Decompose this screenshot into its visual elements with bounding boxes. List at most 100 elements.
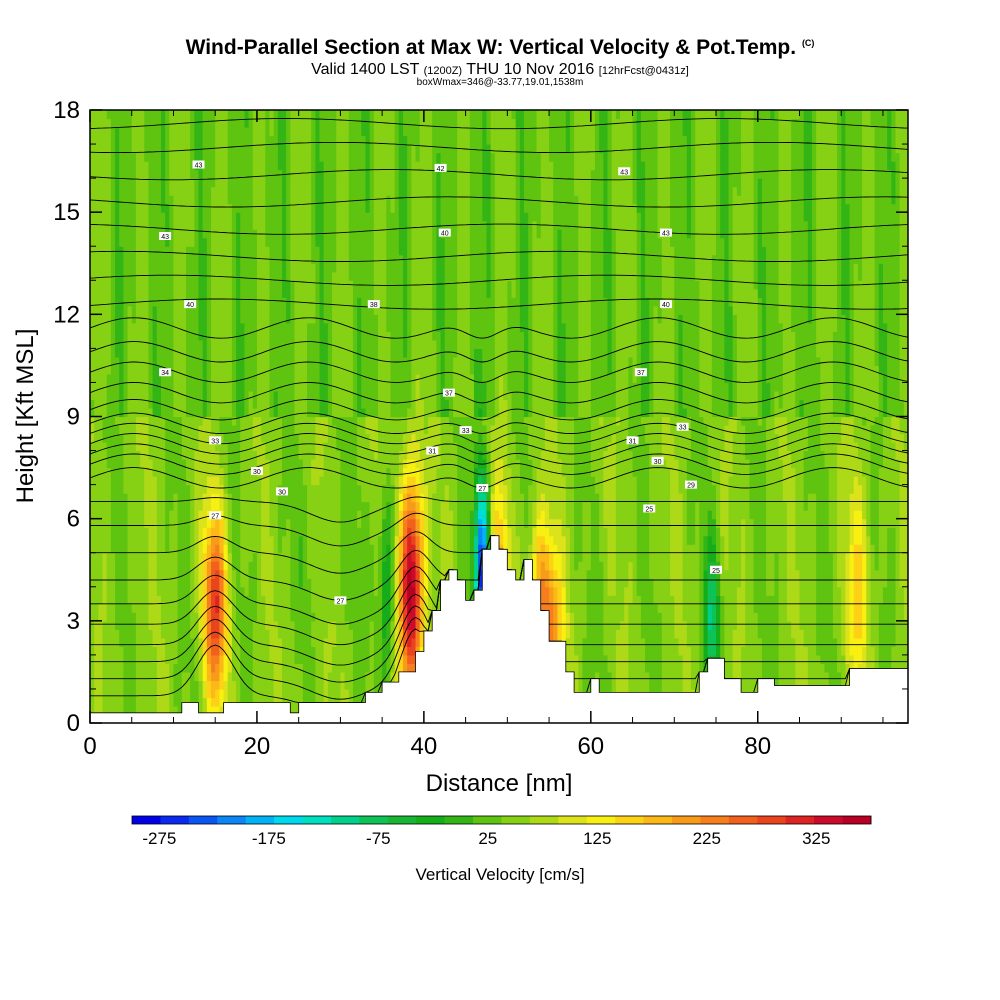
field-cell bbox=[106, 603, 112, 613]
field-cell bbox=[248, 322, 254, 332]
field-cell bbox=[169, 527, 175, 537]
field-cell bbox=[286, 331, 291, 341]
field-cell bbox=[194, 118, 200, 128]
field-cell bbox=[273, 476, 279, 486]
field-cell bbox=[131, 501, 137, 511]
field-cell bbox=[340, 620, 346, 630]
field-cell bbox=[177, 671, 183, 682]
field-cell bbox=[115, 433, 120, 443]
field-cell bbox=[307, 467, 312, 477]
field-cell bbox=[169, 501, 175, 511]
field-cell bbox=[298, 654, 304, 664]
field-cell bbox=[127, 646, 133, 656]
field-cell bbox=[94, 680, 99, 690]
field-cell bbox=[361, 169, 367, 179]
field-cell bbox=[102, 195, 108, 205]
field-cell bbox=[290, 510, 296, 520]
field-cell bbox=[194, 637, 200, 647]
field-cell bbox=[261, 527, 266, 537]
field-cell bbox=[369, 680, 375, 690]
field-cell bbox=[123, 382, 129, 392]
field-cell bbox=[269, 425, 275, 435]
field-cell bbox=[206, 586, 212, 596]
field-cell bbox=[265, 331, 271, 341]
field-cell bbox=[165, 459, 170, 469]
field-cell bbox=[110, 671, 116, 682]
field-cell bbox=[152, 654, 158, 664]
field-cell bbox=[252, 561, 258, 571]
field-cell bbox=[115, 152, 120, 162]
field-cell bbox=[269, 612, 275, 622]
field-cell bbox=[240, 484, 246, 494]
field-cell bbox=[127, 110, 133, 120]
field-cell bbox=[294, 161, 300, 171]
field-cell bbox=[261, 425, 266, 435]
field-cell bbox=[94, 663, 99, 673]
field-cell bbox=[110, 450, 116, 460]
field-cell bbox=[140, 518, 145, 528]
field-cell bbox=[302, 561, 308, 571]
field-cell bbox=[290, 663, 296, 673]
field-cell bbox=[148, 459, 154, 469]
field-cell bbox=[173, 254, 179, 264]
field-cell bbox=[361, 552, 367, 562]
field-cell bbox=[90, 186, 95, 196]
field-cell bbox=[140, 390, 145, 401]
field-cell bbox=[357, 535, 362, 545]
field-cell bbox=[298, 348, 304, 358]
field-cell bbox=[119, 603, 124, 613]
field-cell bbox=[244, 237, 250, 247]
field-cell bbox=[177, 195, 183, 205]
field-cell bbox=[94, 552, 99, 562]
field-cell bbox=[240, 212, 246, 222]
field-cell bbox=[169, 271, 175, 281]
field-cell bbox=[223, 561, 229, 571]
field-cell bbox=[131, 442, 137, 452]
field-cell bbox=[181, 399, 187, 409]
field-cell bbox=[319, 365, 325, 375]
field-cell bbox=[219, 229, 225, 239]
field-cell bbox=[261, 612, 266, 622]
field-cell bbox=[373, 535, 379, 545]
field-cell bbox=[369, 407, 375, 418]
field-cell bbox=[140, 680, 145, 690]
field-cell bbox=[144, 705, 150, 716]
field-cell bbox=[265, 552, 271, 562]
field-cell bbox=[265, 442, 271, 452]
field-cell bbox=[294, 705, 300, 716]
field-cell bbox=[131, 407, 137, 418]
field-cell bbox=[177, 135, 183, 145]
field-cell bbox=[198, 305, 204, 315]
field-cell bbox=[115, 178, 120, 188]
field-cell bbox=[152, 569, 158, 579]
field-cell bbox=[202, 195, 208, 205]
field-cell bbox=[219, 390, 225, 401]
field-cell bbox=[160, 561, 166, 571]
field-cell bbox=[219, 263, 225, 273]
field-cell bbox=[281, 373, 287, 384]
field-cell bbox=[219, 331, 225, 341]
field-cell bbox=[181, 348, 187, 358]
field-cell bbox=[307, 288, 312, 298]
field-cell bbox=[294, 186, 300, 196]
field-cell bbox=[273, 152, 279, 162]
field-cell bbox=[123, 552, 129, 562]
field-cell bbox=[277, 552, 283, 562]
field-cell bbox=[369, 595, 375, 605]
field-cell bbox=[160, 263, 166, 273]
field-cell bbox=[98, 152, 104, 162]
field-cell bbox=[194, 416, 200, 426]
field-cell bbox=[340, 263, 346, 273]
field-cell bbox=[148, 671, 154, 682]
field-cell bbox=[286, 467, 291, 477]
field-cell bbox=[311, 637, 316, 647]
field-cell bbox=[219, 697, 225, 707]
field-cell bbox=[261, 399, 266, 409]
field-cell bbox=[344, 237, 350, 247]
field-cell bbox=[236, 339, 241, 349]
field-cell bbox=[357, 425, 362, 435]
field-cell bbox=[373, 416, 379, 426]
field-cell bbox=[169, 305, 175, 315]
field-cell bbox=[215, 620, 220, 630]
field-cell bbox=[215, 373, 220, 384]
